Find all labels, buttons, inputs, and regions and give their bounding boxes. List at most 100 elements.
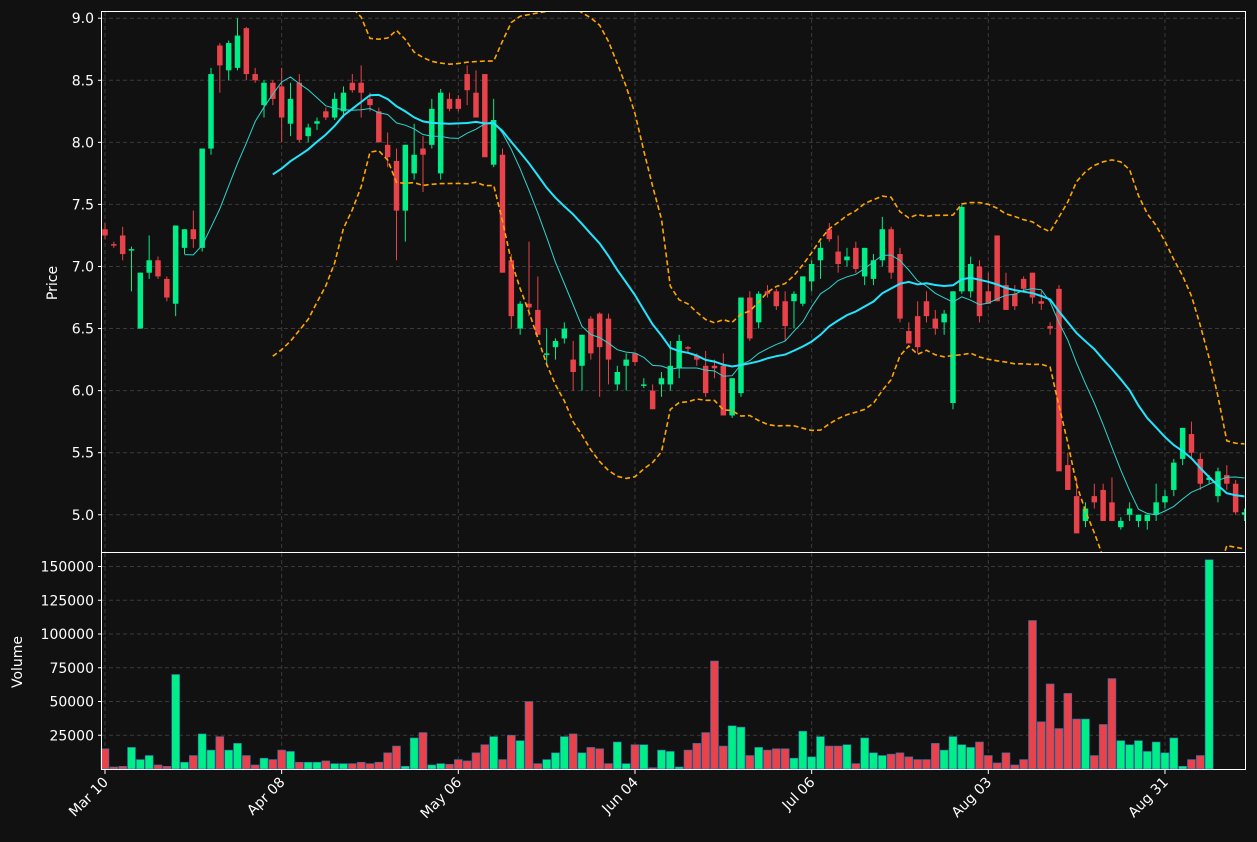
candle-body	[243, 28, 250, 75]
volume-bar	[604, 763, 613, 770]
candle-body	[1065, 465, 1071, 490]
volume-bar	[1045, 683, 1055, 770]
volume-bar	[524, 701, 534, 770]
candle-body	[711, 365, 718, 369]
volume-bar	[268, 759, 278, 770]
price-panel-marks	[102, 12, 1245, 552]
volume-bar	[224, 749, 233, 770]
candle-body	[835, 251, 841, 264]
volume-bar	[339, 763, 348, 770]
volume-bar	[436, 763, 445, 770]
volume-bar	[657, 749, 666, 770]
volume-bar	[692, 743, 702, 770]
volume-bar	[975, 741, 984, 770]
candle-body	[376, 111, 382, 143]
candle-body	[649, 390, 656, 410]
volume-bar	[1081, 718, 1090, 770]
volume-bar	[1116, 740, 1126, 770]
volume-bar	[931, 743, 940, 770]
candle-body	[270, 82, 276, 99]
price-tick-label: 9.0	[72, 11, 94, 27]
candle-body	[429, 108, 435, 145]
candle-body	[172, 225, 179, 304]
candle-body	[349, 82, 356, 91]
candle-body	[1047, 326, 1053, 329]
candle-body	[782, 301, 788, 327]
volume-bar	[1204, 559, 1214, 770]
candle-body	[985, 291, 992, 304]
volume-bar	[613, 741, 622, 770]
candle-body	[446, 98, 453, 109]
volume-bar	[754, 747, 763, 770]
candle-body	[729, 378, 735, 416]
candle-body	[914, 316, 921, 348]
candle-body	[685, 347, 691, 349]
candle-body	[155, 260, 161, 277]
volume-bar	[180, 761, 189, 770]
candle-body	[1241, 512, 1245, 515]
candle-body	[1100, 489, 1106, 521]
candle-body	[278, 86, 285, 118]
volume-bar	[233, 743, 242, 770]
candle-body	[552, 340, 559, 348]
price-tick-label: 5.5	[72, 446, 94, 462]
volume-tick-label: 75000	[49, 661, 94, 677]
candle-body	[287, 98, 294, 124]
volume-bar	[303, 761, 313, 770]
volume-bar	[374, 761, 384, 770]
candle-body	[1029, 272, 1036, 298]
volume-bar	[789, 757, 799, 770]
volume-bar	[330, 763, 339, 770]
volume-bar	[383, 752, 392, 770]
volume-bar	[957, 744, 967, 770]
volume-bar	[1178, 765, 1187, 770]
price-tick-label: 6.5	[72, 322, 94, 338]
volume-bar	[515, 740, 525, 770]
volume-bar	[948, 736, 958, 770]
candle-body	[588, 318, 594, 354]
volume-bar	[471, 752, 481, 770]
candle-body	[1073, 496, 1080, 534]
volume-bar	[197, 733, 207, 770]
candle-body	[1162, 496, 1168, 503]
candle-body	[384, 144, 391, 158]
volume-bar	[551, 752, 560, 770]
candle-body	[702, 365, 709, 394]
volume-bar	[683, 749, 693, 770]
candle-body	[261, 82, 267, 106]
volume-bar	[445, 763, 454, 770]
volume-bar	[763, 749, 772, 770]
volume-bar	[639, 744, 649, 770]
candle-body	[473, 92, 479, 118]
volume-bar	[427, 764, 437, 770]
candle-body	[861, 247, 868, 277]
volume-bar	[1187, 759, 1196, 770]
candle-body	[1224, 475, 1230, 484]
volume-bar	[1090, 755, 1099, 770]
price-tick-label: 8.0	[72, 135, 94, 151]
volume-bar	[869, 752, 878, 770]
candle-body	[455, 98, 462, 109]
candle-body	[199, 148, 205, 248]
price-tick-label: 6.0	[72, 384, 94, 400]
candle-body	[146, 260, 152, 273]
candle-body	[791, 293, 797, 302]
volume-bar	[666, 751, 675, 770]
candle-body	[950, 291, 956, 404]
volume-bar	[878, 755, 887, 770]
candle-body	[1171, 462, 1177, 490]
volume-bar	[259, 757, 269, 770]
volume-bar	[153, 764, 163, 770]
volume-bar	[171, 674, 180, 770]
volume-bar	[577, 752, 587, 770]
volume-bar	[480, 744, 490, 770]
candle-body	[1206, 477, 1212, 480]
candle-body	[1091, 496, 1098, 503]
candle-body	[596, 313, 603, 348]
price-tick-label: 8.5	[72, 73, 94, 89]
candle-body	[234, 35, 241, 68]
candle-body	[941, 313, 947, 323]
volume-bar	[1037, 721, 1046, 770]
volume-bar	[1054, 728, 1064, 770]
